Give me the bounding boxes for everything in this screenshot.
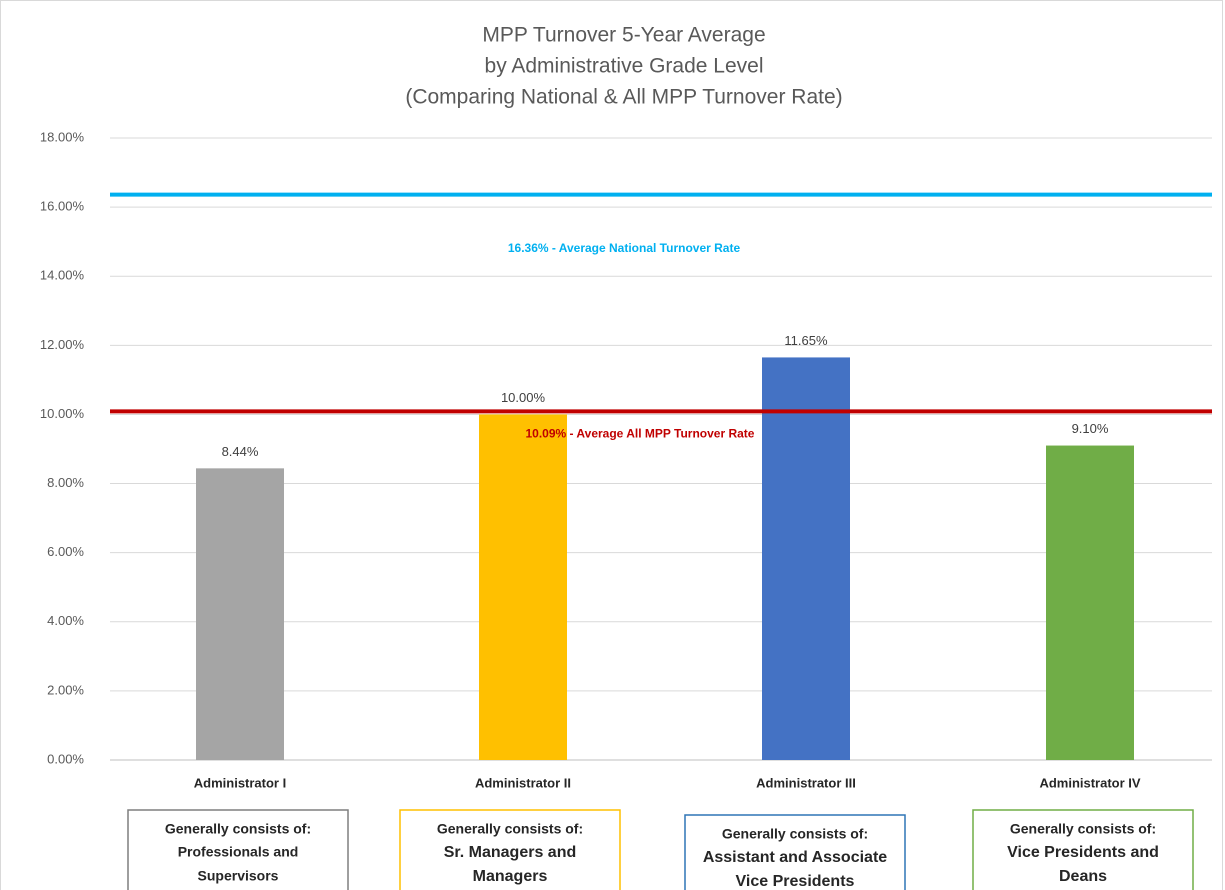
y-tick-label: 12.00% [40, 337, 85, 352]
value-label: 8.44% [222, 444, 259, 459]
y-tick-label: 0.00% [47, 751, 84, 766]
note-line: Professionals and [178, 844, 299, 860]
note-box [127, 809, 349, 890]
y-tick-label: 18.00% [40, 129, 85, 144]
bar [1046, 445, 1134, 760]
bar [479, 414, 567, 760]
x-tick-label: Administrator III [756, 775, 856, 790]
y-tick-label: 14.00% [40, 268, 85, 283]
note-heading: Generally consists of: [437, 821, 583, 837]
y-tick-label: 4.00% [47, 613, 84, 628]
note-line: Deans [1059, 868, 1107, 885]
note-heading: Generally consists of: [722, 826, 868, 842]
note-box [399, 809, 621, 890]
value-label: 9.10% [1072, 421, 1109, 436]
note-box [684, 814, 906, 890]
bar [196, 468, 284, 760]
note-line: Sr. Managers and [444, 844, 577, 861]
y-tick-label: 16.00% [40, 199, 85, 214]
note-heading: Generally consists of: [1010, 821, 1156, 837]
chart-title: MPP Turnover 5-Year Average [482, 24, 765, 47]
reference-label: 16.36% - Average National Turnover Rate [508, 241, 741, 255]
note-line: Assistant and Associate [703, 849, 887, 866]
y-tick-label: 8.00% [47, 475, 84, 490]
value-label: 11.65% [784, 333, 828, 348]
value-label: 10.00% [501, 390, 546, 405]
reference-label: 10.09% - Average All MPP Turnover Rate [526, 427, 755, 441]
note-heading: Generally consists of: [165, 821, 311, 837]
y-tick-label: 2.00% [47, 682, 84, 697]
x-tick-label: Administrator II [475, 775, 571, 790]
note-line: Managers [473, 868, 548, 885]
note-line: Supervisors [198, 868, 279, 884]
note-line: Vice Presidents [736, 873, 855, 890]
note-line: Vice Presidents and [1007, 844, 1159, 861]
bar [762, 357, 850, 760]
chart-title: (Comparing National & All MPP Turnover R… [405, 86, 842, 109]
x-tick-label: Administrator I [194, 775, 286, 790]
y-tick-label: 10.00% [40, 406, 85, 421]
y-tick-label: 6.00% [47, 544, 84, 559]
x-tick-label: Administrator IV [1039, 775, 1140, 790]
note-box [972, 809, 1194, 890]
chart-title: by Administrative Grade Level [485, 55, 764, 78]
